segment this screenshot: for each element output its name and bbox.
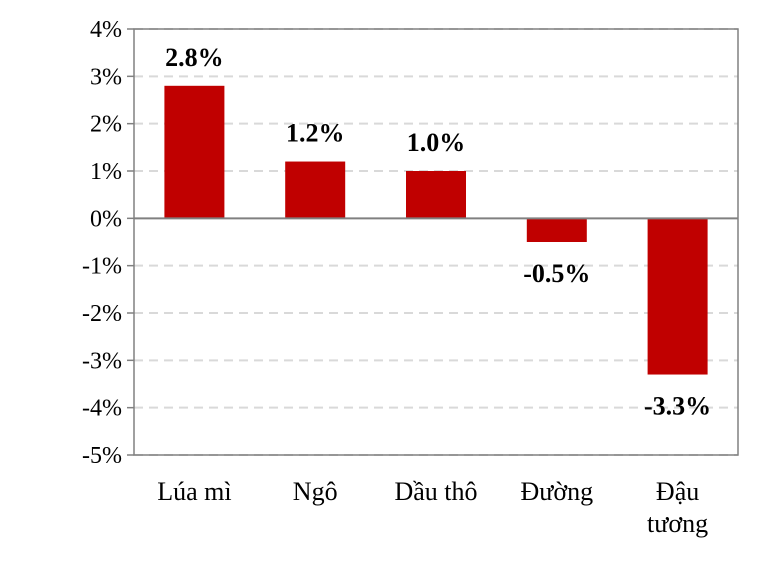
y-tick-label: 1% <box>90 159 122 185</box>
y-tick-label: -5% <box>82 443 122 469</box>
axis-layer <box>127 28 739 456</box>
category-label: Ngô <box>293 477 338 506</box>
plot-frame <box>133 28 739 456</box>
data-label: 1.0% <box>407 128 466 157</box>
bar <box>164 85 225 219</box>
bar-layer <box>164 85 708 375</box>
y-tick-label: 0% <box>90 206 122 232</box>
category-label: Lúa mì <box>157 477 231 506</box>
data-label: -0.5% <box>523 259 590 288</box>
y-tick-label: 3% <box>90 64 122 90</box>
y-tick-label: -3% <box>82 348 122 374</box>
category-label: Đậu <box>656 477 699 506</box>
bar <box>285 161 346 219</box>
category-label: Dầu thô <box>394 477 477 506</box>
y-tick-label: -2% <box>82 301 122 327</box>
y-tick-label: 2% <box>90 112 122 138</box>
y-tick-label: -4% <box>82 396 122 422</box>
y-tick-label: -1% <box>82 254 122 280</box>
y-tick-label: 4% <box>90 17 122 43</box>
data-label: 2.8% <box>165 43 224 72</box>
bar <box>406 171 466 219</box>
bar <box>647 218 708 375</box>
data-label: 1.2% <box>286 119 345 148</box>
category-label: Đường <box>520 477 593 506</box>
label-layer: 4% 3% 2% 1% 0% -1% -2% -3% -4% -5% 2.8% Lúa mì 1.2% N… <box>82 17 711 538</box>
data-label: -3.3% <box>644 392 711 421</box>
category-label: tương <box>647 509 708 538</box>
bar <box>526 218 587 242</box>
